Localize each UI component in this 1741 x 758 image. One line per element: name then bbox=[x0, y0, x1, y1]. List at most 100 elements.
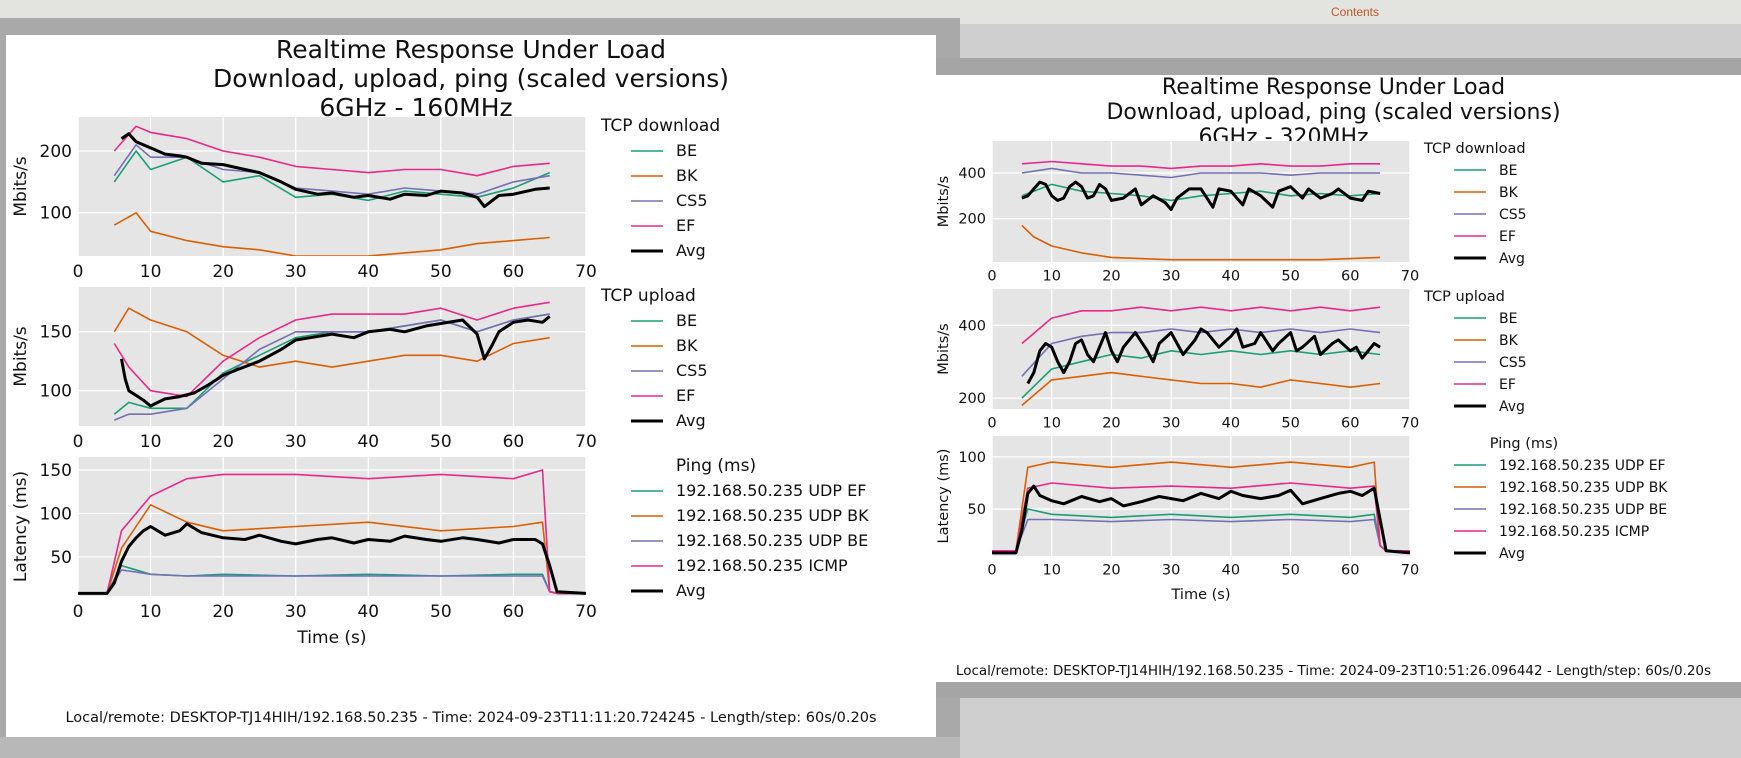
plot-area bbox=[992, 436, 1410, 556]
legend-download: TCP download BE BK CS5 EF Avg bbox=[600, 116, 720, 260]
legend-label-avg: Avg bbox=[676, 241, 706, 260]
y-tick-label: 150 bbox=[40, 323, 72, 343]
legend-label-192-168-50-235-udp-ef: 192.168.50.235 UDP EF bbox=[676, 481, 866, 500]
series-line-cs5 bbox=[1021, 167, 1381, 179]
x-tick-label: 70 bbox=[1401, 416, 1419, 432]
y-axis-label: Latency (ms) bbox=[936, 449, 952, 544]
series-line-192-168-50-235-icmp bbox=[992, 482, 1410, 552]
legend-label-cs5: CS5 bbox=[676, 191, 708, 210]
y-tick-label: 100 bbox=[40, 382, 72, 402]
y-tick-label: 400 bbox=[958, 166, 986, 182]
x-tick-label: 60 bbox=[503, 432, 525, 452]
legend-label-avg: Avg bbox=[1499, 546, 1525, 562]
legend-label-ef: EF bbox=[676, 386, 695, 405]
y-tick-label: 50 bbox=[50, 548, 72, 568]
y-tick-label: 400 bbox=[958, 318, 986, 334]
legend-label-bk: BK bbox=[1499, 185, 1519, 201]
chart-footer: Local/remote: DESKTOP-TJ14HIH/192.168.50… bbox=[65, 710, 877, 726]
x-tick-label: 30 bbox=[285, 432, 307, 452]
x-tick-label: 40 bbox=[357, 262, 379, 282]
x-tick-label: 50 bbox=[1281, 269, 1299, 285]
legend-label-192-168-50-235-udp-be: 192.168.50.235 UDP BE bbox=[1499, 502, 1667, 518]
chart-title-line-2: Download, upload, ping (scaled versions) bbox=[1106, 100, 1561, 125]
chart-title: Realtime Response Under Load Download, u… bbox=[926, 75, 1741, 150]
x-axis-label: Time (s) bbox=[296, 628, 366, 648]
legend-label-ef: EF bbox=[1499, 229, 1516, 245]
subplot-upload: 0 10 20 30 40 50 60 70 100 150 Mbits/s TCP upload BE… bbox=[11, 286, 708, 452]
chart-panel-320mhz: Realtime Response Under Load Download, u… bbox=[926, 75, 1741, 682]
legend-upload: TCP upload BE BK CS5 EF Avg bbox=[600, 286, 708, 430]
chart-title-line-1: Realtime Response Under Load bbox=[1161, 75, 1506, 100]
x-tick-label: 50 bbox=[430, 262, 452, 282]
x-tick-label: 20 bbox=[212, 432, 234, 452]
series-group bbox=[1021, 160, 1381, 261]
x-tick-label: 50 bbox=[430, 602, 452, 622]
series-line-be bbox=[1021, 183, 1381, 202]
x-tick-label: 30 bbox=[1162, 416, 1180, 432]
y-tick-label: 200 bbox=[958, 212, 986, 228]
subplot-ping: 0 10 20 30 40 50 60 70 50 100 Latency (ms) Ping (ms… bbox=[936, 436, 1668, 579]
legend-label-192-168-50-235-udp-bk: 192.168.50.235 UDP BK bbox=[676, 506, 869, 525]
x-tick-label: 20 bbox=[1102, 269, 1120, 285]
x-tick-label: 40 bbox=[357, 432, 379, 452]
x-tick-label: 30 bbox=[285, 602, 307, 622]
series-line-avg bbox=[78, 522, 586, 595]
x-tick-label: 0 bbox=[73, 602, 84, 622]
legend-label-cs5: CS5 bbox=[1499, 207, 1527, 223]
legend-title: TCP download bbox=[1423, 141, 1526, 157]
legend-title: TCP upload bbox=[600, 286, 696, 306]
subplot-upload: 0 10 20 30 40 50 60 70 200 400 Mbits/s TCP upload BE… bbox=[936, 289, 1527, 432]
x-tick-label: 40 bbox=[357, 602, 379, 622]
x-tick-label: 50 bbox=[1281, 563, 1299, 579]
contents-link[interactable]: Contents bbox=[1330, 5, 1380, 19]
legend-title: TCP upload bbox=[1423, 289, 1505, 305]
subplot-ping: 0 10 20 30 40 50 60 70 50 100 150 Latency (ms) Ping … bbox=[11, 456, 869, 622]
chart-svg-320mhz: 0 10 20 30 40 50 60 70 200 400 Mbits/s TCP download… bbox=[936, 141, 1668, 603]
legend-label-be: BE bbox=[676, 311, 697, 330]
legend-label-be: BE bbox=[676, 141, 697, 160]
y-tick-label: 100 bbox=[40, 504, 72, 524]
x-tick-label: 50 bbox=[1281, 416, 1299, 432]
legend-label-avg: Avg bbox=[1499, 251, 1525, 267]
legend-label-192-168-50-235-udp-bk: 192.168.50.235 UDP BK bbox=[1499, 480, 1668, 496]
plot-area bbox=[992, 141, 1410, 262]
x-tick-label: 0 bbox=[987, 416, 996, 432]
series-line-bk bbox=[113, 307, 550, 368]
x-tick-label: 10 bbox=[1042, 563, 1060, 579]
series-line-avg bbox=[120, 132, 550, 209]
legend-title: Ping (ms) bbox=[676, 456, 756, 476]
y-tick-label: 200 bbox=[958, 391, 986, 407]
series-line-avg bbox=[1021, 180, 1381, 211]
legend-upload: TCP upload BE BK CS5 EF Avg bbox=[1423, 289, 1527, 415]
series-line-192-168-50-235-udp-be bbox=[78, 569, 586, 595]
x-tick-label: 70 bbox=[575, 602, 597, 622]
series-group bbox=[113, 301, 551, 421]
x-tick-label: 70 bbox=[1401, 269, 1419, 285]
legend-label-192-168-50-235-udp-ef: 192.168.50.235 UDP EF bbox=[1499, 458, 1666, 474]
legend-ping: Ping (ms) 192.168.50.235 UDP EF 192.168.50… bbox=[631, 456, 869, 600]
series-line-ef bbox=[113, 125, 550, 177]
series-group bbox=[1021, 306, 1381, 407]
y-tick-label: 100 bbox=[958, 450, 986, 466]
legend-label-be: BE bbox=[1499, 163, 1517, 179]
y-tick-label: 50 bbox=[968, 502, 986, 518]
series-line-avg bbox=[1026, 327, 1381, 385]
x-tick-label: 10 bbox=[1042, 416, 1060, 432]
series-line-ef bbox=[113, 301, 550, 398]
x-tick-label: 0 bbox=[987, 269, 996, 285]
subplot-download: 0 10 20 30 40 50 60 70 100 200 Mbits/s TCP download… bbox=[11, 116, 720, 282]
y-tick-label: 100 bbox=[40, 204, 72, 224]
x-tick-label: 60 bbox=[1341, 269, 1359, 285]
series-line-ef bbox=[1021, 160, 1381, 170]
chart-panel-160mhz: Realtime Response Under Load Download, u… bbox=[6, 35, 936, 737]
legend-label-avg: Avg bbox=[676, 411, 706, 430]
x-tick-label: 0 bbox=[73, 262, 84, 282]
x-tick-label: 10 bbox=[1042, 269, 1060, 285]
series-group bbox=[78, 469, 586, 595]
x-tick-label: 10 bbox=[140, 602, 162, 622]
legend-download: TCP download BE BK CS5 EF Avg bbox=[1423, 141, 1527, 267]
legend-label-ef: EF bbox=[676, 216, 695, 235]
x-tick-label: 40 bbox=[1222, 416, 1240, 432]
y-axis-label: Mbits/s bbox=[936, 323, 952, 374]
legend-label-192-168-50-235-icmp: 192.168.50.235 ICMP bbox=[1499, 524, 1649, 540]
